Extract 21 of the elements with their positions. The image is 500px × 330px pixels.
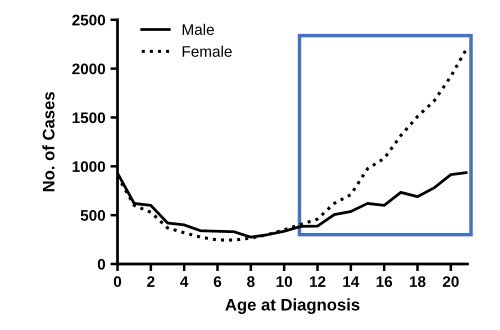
x-tick-label: 14 xyxy=(343,276,360,287)
x-tick-label: 12 xyxy=(310,276,326,287)
x-tick-label: 0 xyxy=(114,276,122,288)
y-tick-label: 0 xyxy=(98,258,106,270)
y-axis-title: No. of Cases xyxy=(42,92,55,192)
legend-label: Male xyxy=(182,24,214,36)
y-tick-label: 2500 xyxy=(72,14,106,26)
x-tick-label: 4 xyxy=(180,276,188,287)
x-tick-label: 6 xyxy=(214,276,222,288)
x-tick-label: 20 xyxy=(442,276,459,288)
x-tick-label: 8 xyxy=(247,276,255,288)
y-tick-label: 500 xyxy=(80,210,106,221)
x-tick-label: 16 xyxy=(376,276,392,288)
x-tick-label: 18 xyxy=(410,276,426,288)
x-tick-label: 2 xyxy=(147,276,154,287)
y-tick-label: 1500 xyxy=(72,112,106,124)
legend-label: Female xyxy=(182,46,232,57)
y-tick-label: 1000 xyxy=(72,161,106,172)
x-tick-label: 10 xyxy=(276,276,292,288)
y-tick-label: 2000 xyxy=(72,64,106,74)
x-axis-title: Age at Diagnosis xyxy=(225,298,360,314)
